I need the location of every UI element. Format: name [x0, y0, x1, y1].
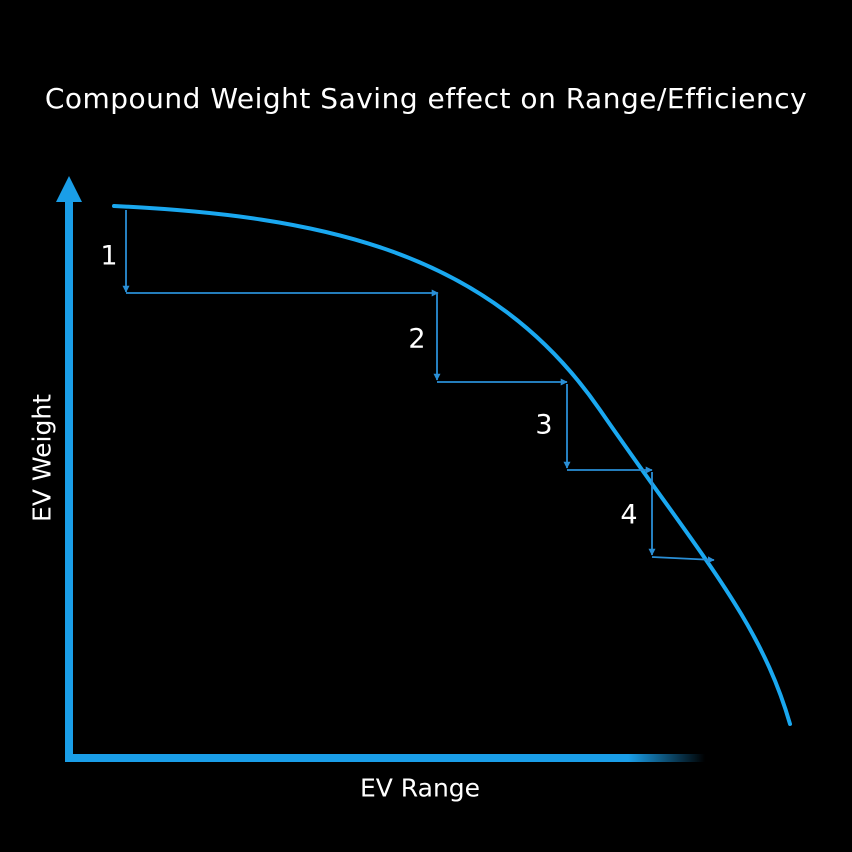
y-axis — [56, 176, 82, 762]
x-axis — [65, 754, 705, 762]
x-axis-label: EV Range — [359, 773, 481, 803]
step-2-arrows — [433, 294, 568, 386]
y-axis-label: EV Weight — [27, 394, 57, 522]
x-axis-line — [65, 754, 705, 762]
step-2-label: 2 — [408, 323, 426, 355]
step-1-arrows — [122, 210, 439, 297]
step-3-arrows — [563, 384, 653, 474]
diagram-title: Compound Weight Saving effect on Range/E… — [44, 82, 808, 115]
step-4-shift-arrow — [651, 556, 715, 564]
y-axis-arrowhead — [56, 176, 82, 202]
step-1-label: 1 — [100, 240, 118, 272]
step-4-arrows — [648, 472, 715, 564]
step-3-label: 3 — [535, 409, 553, 441]
y-axis-line — [65, 196, 73, 762]
step-4-label: 4 — [620, 499, 638, 531]
weight-range-curve — [112, 204, 792, 726]
